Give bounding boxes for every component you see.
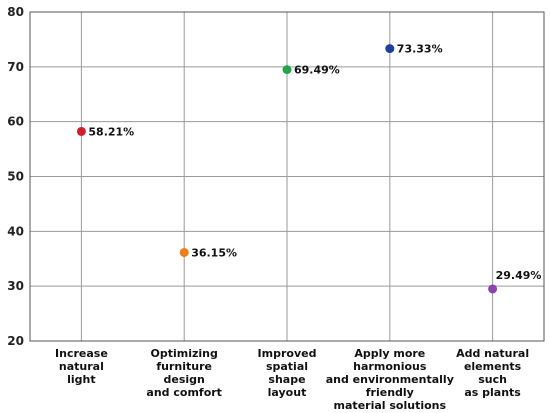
y-tick-label: 60 xyxy=(7,115,24,129)
data-point xyxy=(488,284,498,294)
y-tick-label: 70 xyxy=(7,60,24,74)
x-category-label-line: layout xyxy=(268,386,307,399)
y-axis-ticks: 20 30 40 50 60 70 80 xyxy=(7,5,24,348)
x-category-label: Increase natural light xyxy=(55,347,108,386)
data-point xyxy=(385,44,395,54)
data-label: 58.21% xyxy=(88,125,134,138)
x-category-label-line: Add natural xyxy=(456,347,529,360)
data-point xyxy=(282,65,292,75)
x-category-label-line: light xyxy=(67,373,96,386)
x-category-label-line: and comfort xyxy=(146,386,222,399)
data-point xyxy=(179,247,189,257)
x-category-label: Apply more harmonious and environmentally f… xyxy=(326,347,454,412)
y-tick-label: 30 xyxy=(7,279,24,293)
data-labels: 58.21% 36.15% 69.49% 73.33% 29.49% xyxy=(88,43,541,282)
x-category-label-line: Improved xyxy=(258,347,317,360)
grid xyxy=(30,11,544,342)
x-category-label-line: Optimizing xyxy=(151,347,218,360)
data-point xyxy=(76,126,86,136)
x-category-label-line: elements xyxy=(464,360,522,373)
x-category-label-line: friendly xyxy=(366,386,414,399)
x-category-label-line: Increase xyxy=(55,347,108,360)
data-label: 36.15% xyxy=(191,246,237,259)
y-tick-label: 50 xyxy=(7,170,24,184)
x-category-label-line: harmonious xyxy=(353,360,427,373)
y-tick-label: 80 xyxy=(7,5,24,19)
data-label: 29.49% xyxy=(496,269,542,282)
plot-area-frame xyxy=(29,11,545,342)
x-category-label-line: material solutions xyxy=(334,399,447,412)
x-category-label-line: design xyxy=(164,373,205,386)
x-category-label-line: as plants xyxy=(464,386,521,399)
x-category-label-line: furniture xyxy=(156,360,212,373)
data-label: 73.33% xyxy=(397,43,443,56)
x-category-label: Optimizing furniture design and comfort xyxy=(146,347,222,399)
x-category-label: Add natural elements such as plants xyxy=(456,347,529,399)
x-category-label-line: spatial xyxy=(266,360,308,373)
x-axis-categories: Increase natural light Optimizing furniture d… xyxy=(55,347,529,412)
x-category-label-line: Apply more xyxy=(354,347,425,360)
x-category-label-line: shape xyxy=(268,373,305,386)
x-category-label-line: and environmentally xyxy=(326,373,454,386)
x-category-label-line: natural xyxy=(59,360,104,373)
x-category-label-line: such xyxy=(478,373,507,386)
data-label: 69.49% xyxy=(294,64,340,77)
x-category-label: Improved spatial shape layout xyxy=(258,347,317,399)
data-points xyxy=(76,44,498,294)
y-tick-label: 20 xyxy=(7,334,24,348)
y-tick-label: 40 xyxy=(7,224,24,238)
